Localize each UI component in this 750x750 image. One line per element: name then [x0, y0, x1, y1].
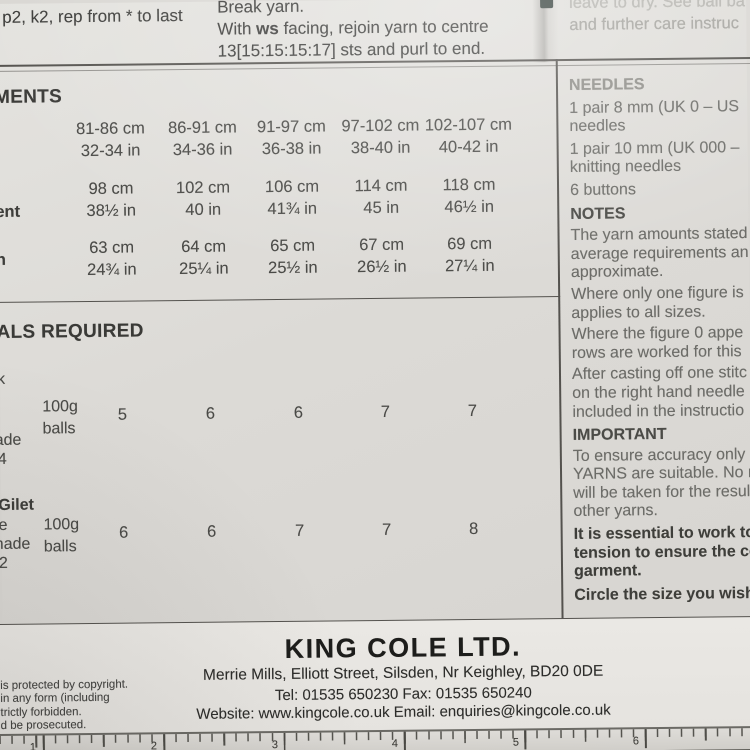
measurement-row1-label-fragment: ent [0, 202, 21, 221]
buttons-line: 6 buttons [569, 181, 636, 199]
row1-val-5: 118 cm 46½ in [442, 175, 496, 216]
important-heading: IMPORTANT [572, 426, 667, 445]
note-line: After casting off one stitc [571, 364, 747, 384]
yarn1-fragment-1: k [0, 370, 6, 388]
important-line: YARNS are suitable. No r [572, 464, 750, 484]
measurements-heading: MENTS [0, 86, 63, 108]
note-line: applies to all sizes. [571, 303, 706, 322]
materials-heading: ALS REQUIRED [0, 320, 144, 343]
right-column: NEEDLES 1 pair 8 mm (UK 0 – US needles 1… [569, 75, 750, 606]
note-line: The yarn amounts stated [570, 225, 748, 245]
note-line: Where only one figure is [571, 284, 744, 303]
yarn1-fragment-2: ade [0, 431, 22, 449]
ws-facing-line: With ws facing, rejoin yarn to centre [217, 16, 489, 39]
needle-line: knitting needles [569, 158, 682, 177]
copyright-fragment: is protected by copyright. in any form (… [0, 678, 129, 733]
page-fold-shadow [532, 0, 559, 63]
company-name: KING COLE LTD. [284, 631, 522, 664]
note-line: on the right hand needle [572, 383, 745, 402]
ruler-number: 3 [271, 739, 279, 750]
important-line: will be taken for the resul [573, 482, 750, 502]
tension-line: garment. [573, 562, 642, 581]
care-instructions-fragment: leave to dry. See ball ba and further ca… [569, 0, 745, 36]
note-line: Where the figure 0 appe [571, 324, 744, 344]
circle-size-line: Circle the size you wish [574, 584, 750, 604]
yarn1-unit: 100g balls [42, 398, 78, 438]
note-line: included in the instructio [572, 401, 745, 421]
important-line: other yarns. [573, 502, 659, 521]
ruler-number: 4 [391, 737, 399, 750]
ruler-number: 6 [632, 735, 640, 748]
row2-val-5: 69 cm 27¼ in [444, 234, 495, 275]
size-col-5: 102-107 cm 40-42 in [424, 115, 513, 156]
instruction-fragment-left: p2, k2, rep from * to last [2, 5, 183, 27]
tension-line: It is essential to work to [573, 524, 750, 543]
note-line: average requirements an [570, 243, 749, 263]
dark-spot [540, 0, 554, 9]
measurement-row2-label-fragment: n [0, 250, 6, 269]
ruler-number: 2 [150, 740, 158, 750]
tension-line: tension to ensure the co [573, 542, 750, 562]
note-line: approximate. [570, 263, 664, 282]
column-divider-line [555, 59, 564, 620]
important-line: To ensure accuracy only [572, 445, 746, 465]
yarn2-unit: 100g balls [43, 516, 80, 556]
materials-divider-line [0, 295, 561, 304]
needle-line: needles [569, 117, 626, 136]
care-line-2: and further care instruc [569, 14, 740, 34]
rejoin-line: 13[15:15:15:17] sts and purl to end. [217, 38, 486, 61]
needle-line: 1 pair 10 mm (UK 000 – [569, 138, 740, 158]
yarn2-fragment-1: e [0, 516, 8, 534]
instruction-block-centre: Break yarn. With ws facing, rejoin yarn … [217, 0, 489, 63]
yarn2-fragment-3: 2 [0, 554, 8, 572]
ruler-number: 5 [512, 736, 520, 749]
yarn1-fragment-3: 4 [0, 450, 7, 468]
ruler-number: 1 [29, 741, 37, 750]
needles-heading: NEEDLES [568, 76, 645, 94]
needle-line: 1 pair 8 mm (UK 0 – US [569, 97, 740, 117]
gilet-title-fragment: Gilet [0, 496, 34, 514]
notes-heading: NOTES [570, 204, 626, 223]
yarn2-fragment-2: nade [0, 535, 31, 553]
ws-abbrev: ws [256, 18, 279, 39]
note-line: rows are worked for this [571, 342, 742, 362]
